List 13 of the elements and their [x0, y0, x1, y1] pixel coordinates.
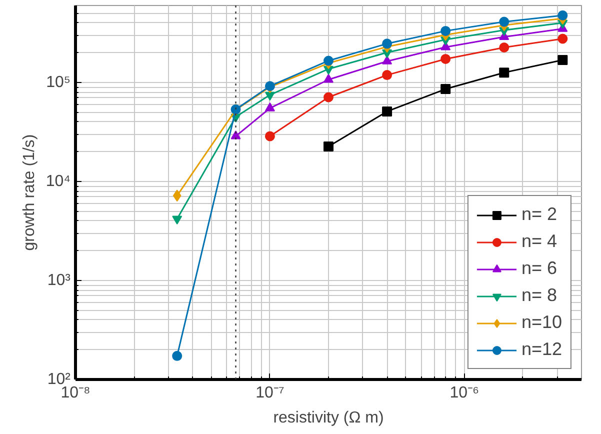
legend-label: n= 2 [521, 204, 557, 225]
x-axis-title: resistivity (Ω m) [273, 410, 384, 426]
legend-label: n= 6 [521, 258, 557, 279]
legend-label: n= 4 [521, 231, 557, 252]
y-axis-title: growth rate (1/s) [20, 134, 38, 251]
y-tick-label: 10⁵ [46, 74, 71, 92]
legend-label: n=10 [521, 312, 562, 333]
x-tick-label: 10⁻⁶ [450, 384, 480, 402]
y-tick-label: 10³ [47, 272, 72, 290]
legend-label: n= 8 [521, 285, 557, 306]
legend-label: n=12 [521, 339, 562, 360]
x-tick-label: 10⁻⁷ [256, 384, 284, 402]
y-tick-label: 10⁴ [46, 173, 71, 190]
